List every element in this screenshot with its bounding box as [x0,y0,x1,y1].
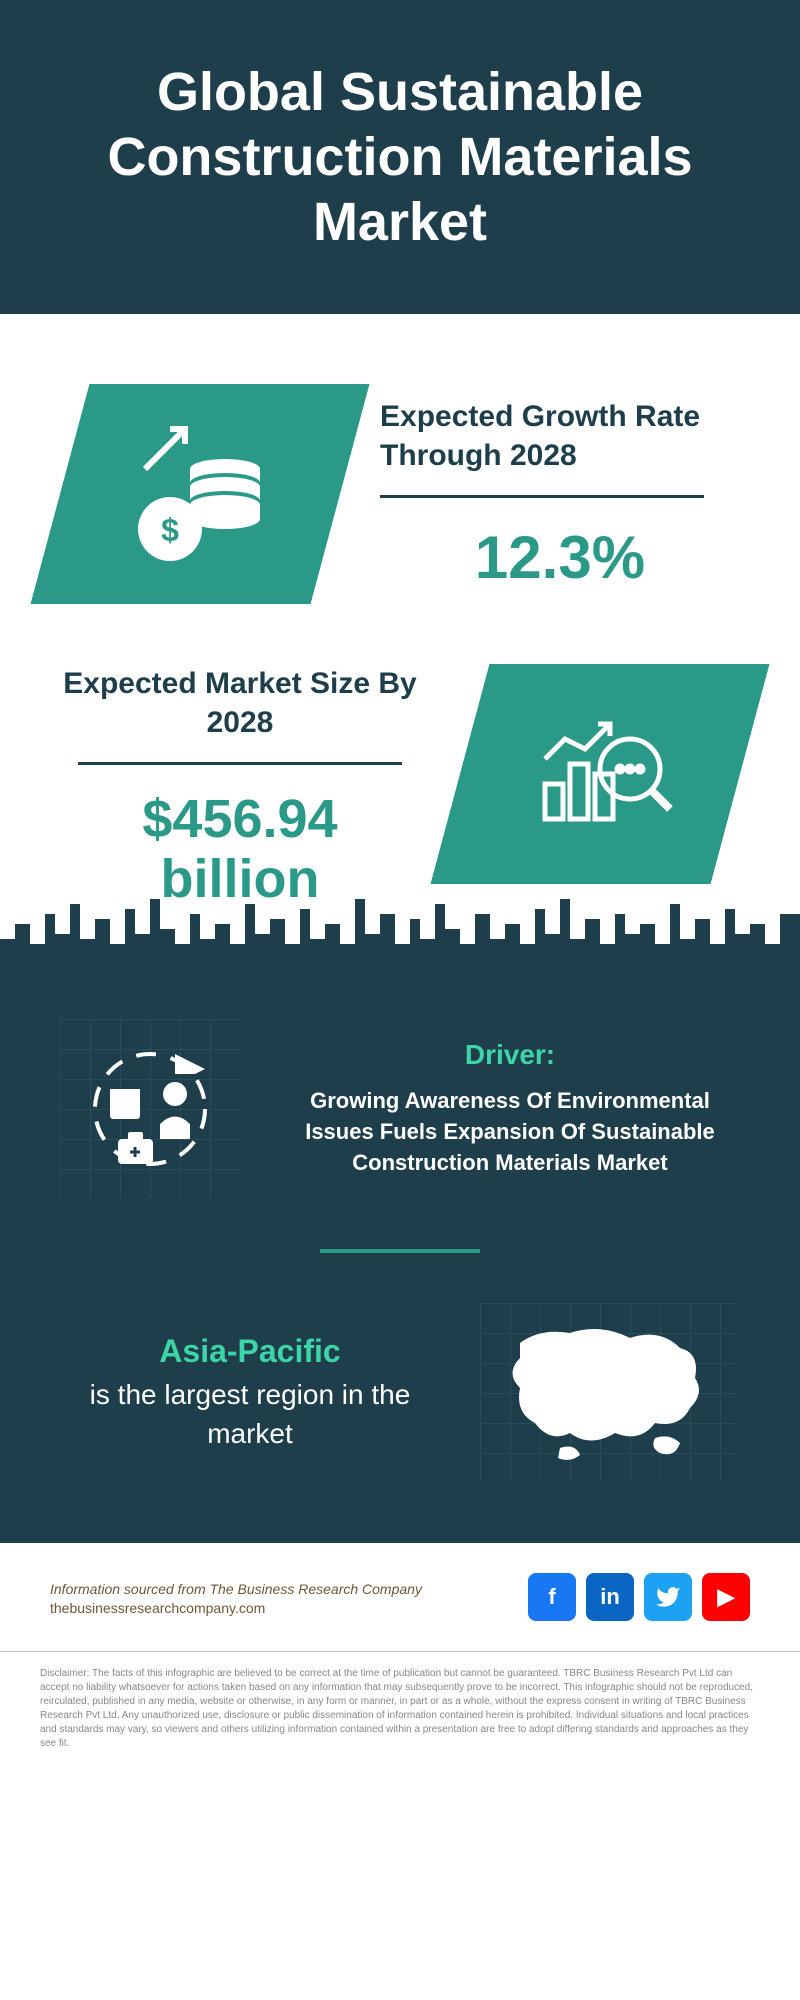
asia-map-icon [480,1303,740,1483]
page-title: Global Sustainable Construction Material… [40,60,760,254]
teal-divider [320,1249,480,1253]
divider [380,495,704,498]
skyline-silhouette [0,889,800,969]
driver-row: Driver: Growing Awareness Of Environment… [60,1019,740,1199]
footer: Information sourced from The Business Re… [0,1543,800,1651]
driver-description: Growing Awareness Of Environmental Issue… [280,1086,740,1178]
driver-text: Driver: Growing Awareness Of Environment… [280,1039,740,1178]
growth-section: $ Expected Growth Rate Through 2028 12.3… [0,314,800,644]
region-description: is the largest region in the market [60,1375,440,1453]
market-icon-box [431,664,770,884]
youtube-icon[interactable]: ▶ [702,1573,750,1621]
region-row: Asia-Pacific is the largest region in th… [60,1303,740,1483]
money-growth-icon: $ [120,414,280,574]
growth-value: 12.3% [380,523,740,592]
driver-title: Driver: [280,1039,740,1071]
growth-stat: Expected Growth Rate Through 2028 12.3% [380,397,740,592]
chart-analysis-icon [520,694,680,854]
disclaimer-text: Disclaimer: The facts of this infographi… [40,1667,760,1751]
growth-icon-box: $ [31,384,370,604]
disclaimer: Disclaimer: The facts of this infographi… [0,1651,800,1791]
region-highlight: Asia-Pacific [60,1333,440,1370]
market-stat: Expected Market Size By 2028 $456.94 bil… [60,664,420,909]
twitter-icon[interactable] [644,1573,692,1621]
map-box [480,1303,740,1483]
market-section: Expected Market Size By 2028 $456.94 bil… [0,644,800,909]
source-text: Information sourced from The Business Re… [50,1579,422,1600]
dark-section: Driver: Growing Awareness Of Environment… [0,969,800,1543]
source-link[interactable]: thebusinessresearchcompany.com [50,1600,422,1616]
linkedin-icon[interactable]: in [586,1573,634,1621]
growth-label: Expected Growth Rate Through 2028 [380,397,740,475]
driver-icon-box [60,1019,240,1199]
divider [78,762,402,765]
source-block: Information sourced from The Business Re… [50,1579,422,1616]
social-icons: f in ▶ [528,1573,750,1621]
business-icon [60,1019,240,1199]
market-label: Expected Market Size By 2028 [60,664,420,742]
svg-text:$: $ [161,512,179,548]
header: Global Sustainable Construction Material… [0,0,800,314]
facebook-icon[interactable]: f [528,1573,576,1621]
region-text: Asia-Pacific is the largest region in th… [60,1333,440,1453]
